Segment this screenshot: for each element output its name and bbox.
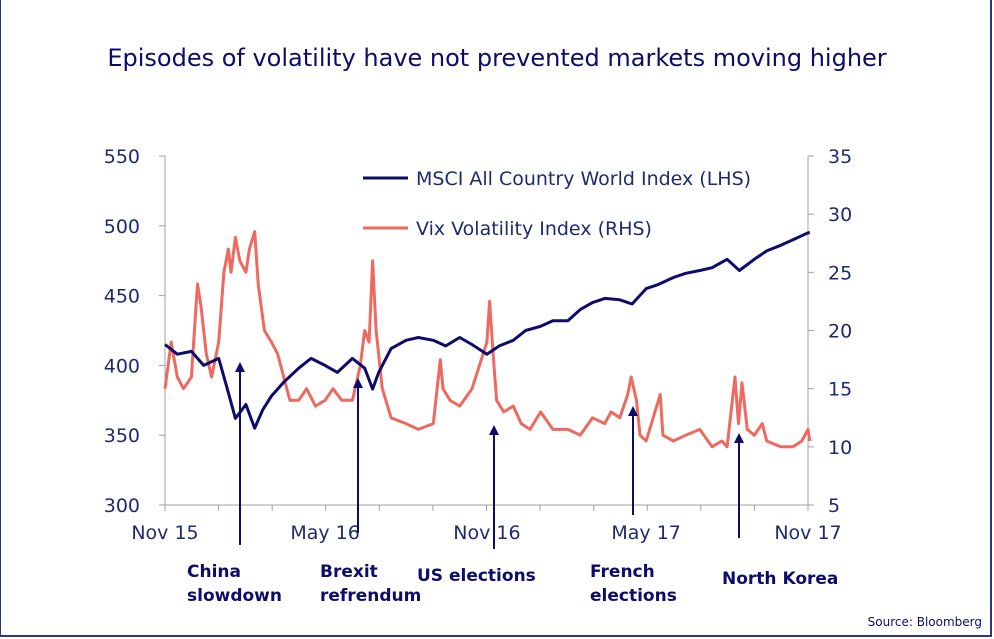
right-y-tick-label: 30	[828, 204, 852, 226]
right-y-tick-label: 20	[828, 321, 852, 343]
x-tick-label: Nov 17	[774, 522, 841, 544]
event-label: elections	[590, 586, 677, 606]
event-label: refrendum	[320, 586, 421, 606]
right-y-tick-label: 15	[828, 379, 852, 401]
left-y-tick-label: 300	[104, 495, 140, 517]
left-y-tick-label: 500	[104, 216, 140, 238]
right-y-tick-label: 35	[828, 146, 852, 168]
series-line-msci	[164, 231, 810, 430]
arrow-head-icon	[235, 362, 245, 372]
legend-label-vix: Vix Volatility Index (RHS)	[416, 218, 652, 240]
event-label: China	[187, 562, 241, 582]
x-tick-label: Nov 15	[131, 522, 198, 544]
arrow-head-icon	[353, 378, 363, 388]
source-note: Source: Bloomberg	[868, 615, 982, 629]
right-y-tick-label: 25	[828, 262, 852, 284]
event-label: Brexit	[320, 562, 378, 582]
event-label: US elections	[417, 566, 536, 586]
arrow-head-icon	[628, 406, 638, 416]
left-y-tick-label: 350	[104, 425, 140, 447]
right-y-tick-label: 5	[828, 495, 840, 517]
left-y-tick-label: 550	[104, 146, 140, 168]
event-label: French	[590, 562, 655, 582]
event-label: slowdown	[187, 586, 282, 606]
x-tick-label: May 16	[290, 522, 360, 544]
left-y-tick-label: 450	[104, 286, 140, 308]
arrow-head-icon	[489, 425, 499, 435]
chart-title: Episodes of volatility have not prevente…	[107, 44, 886, 72]
series-line-vix	[163, 230, 812, 449]
x-tick-label: May 17	[611, 522, 681, 544]
legend-label-msci: MSCI All Country World Index (LHS)	[416, 168, 751, 190]
left-y-tick-label: 400	[104, 355, 140, 377]
event-label: North Korea	[722, 569, 838, 589]
right-y-tick-label: 10	[828, 437, 852, 459]
arrow-head-icon	[734, 433, 744, 443]
x-tick-label: Nov 16	[453, 522, 520, 544]
